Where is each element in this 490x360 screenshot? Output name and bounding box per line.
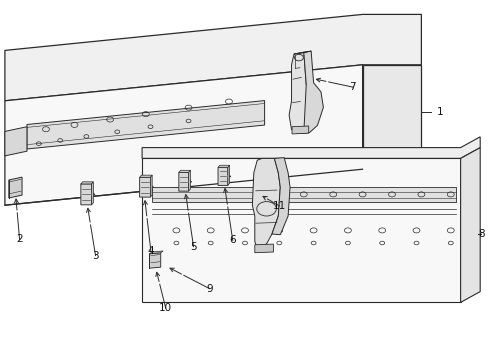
Text: 4: 4 [147,246,154,256]
Text: 3: 3 [92,251,99,261]
Polygon shape [292,126,309,134]
Polygon shape [179,172,192,191]
Text: 7: 7 [349,82,356,92]
Polygon shape [294,51,311,54]
Text: 8: 8 [478,229,485,239]
Polygon shape [92,182,94,205]
Polygon shape [5,127,27,156]
Text: 2: 2 [16,234,23,244]
Polygon shape [5,65,363,205]
Polygon shape [252,158,280,249]
Text: 10: 10 [159,303,172,313]
Polygon shape [228,165,230,185]
Polygon shape [461,148,480,302]
Polygon shape [9,177,22,198]
Polygon shape [142,158,461,302]
Polygon shape [218,165,230,167]
Polygon shape [5,14,421,101]
Polygon shape [142,137,480,158]
Polygon shape [150,175,152,197]
Text: 5: 5 [190,242,197,252]
Polygon shape [189,170,191,191]
Polygon shape [255,244,273,253]
Polygon shape [140,175,152,177]
Polygon shape [272,158,290,235]
Polygon shape [149,251,163,254]
Polygon shape [149,253,161,268]
Polygon shape [152,187,456,202]
Polygon shape [81,184,95,205]
Polygon shape [289,52,316,133]
Polygon shape [218,167,231,185]
Polygon shape [179,170,191,172]
Polygon shape [363,65,421,169]
Polygon shape [140,177,154,197]
Polygon shape [304,51,323,133]
Text: 11: 11 [272,201,286,211]
Polygon shape [27,100,265,149]
Polygon shape [81,182,94,184]
Text: 6: 6 [229,235,236,246]
Text: 1: 1 [437,107,443,117]
Text: 9: 9 [206,284,213,294]
